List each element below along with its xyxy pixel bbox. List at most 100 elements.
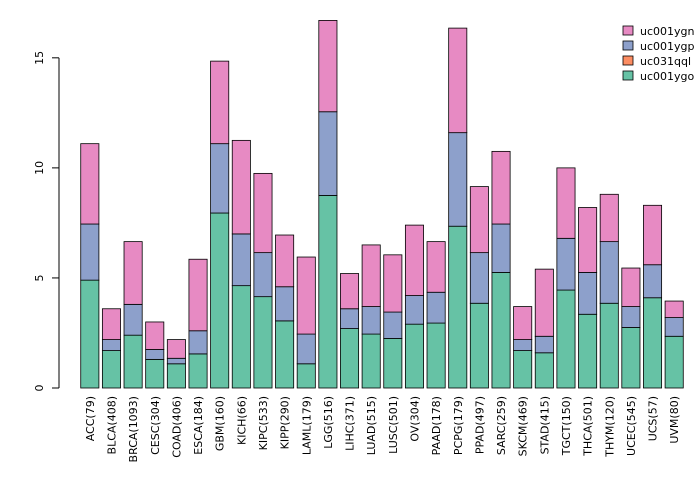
x-tick-label: BLCA(408) — [105, 396, 118, 454]
bar-segment-uc001ygo — [513, 350, 533, 389]
bar-segment-uc001ygo — [448, 225, 468, 389]
bar-segment-uc001ygp — [643, 264, 663, 299]
bar-segment-uc001ygp — [491, 223, 511, 273]
legend-label: uc001ygo — [640, 70, 695, 83]
x-tick-label: LIHC(371) — [344, 396, 357, 451]
x-tick-label: KICH(66) — [235, 396, 248, 445]
bar-segment-uc001ygp — [340, 308, 360, 329]
bar-segment-uc001ygo — [123, 334, 143, 389]
bar-segment-uc001ygn — [253, 172, 273, 254]
bar-segment-uc001ygp — [513, 339, 533, 351]
bar-segment-uc001ygn — [210, 60, 230, 145]
bar-segment-uc001ygn — [621, 267, 641, 307]
bar-segment-uc001ygn — [340, 273, 360, 310]
legend-label: uc031qql — [640, 55, 691, 68]
y-tick-label: 5 — [33, 274, 46, 281]
x-tick-label: ACC(79) — [84, 396, 97, 441]
bar-segment-uc001ygp — [318, 111, 338, 196]
bar-segment-uc001ygo — [643, 297, 663, 389]
bar-segment-uc001ygp — [145, 349, 165, 360]
bar-segment-uc001ygn — [426, 241, 446, 293]
bar-segment-uc001ygo — [469, 302, 489, 389]
x-tick-label: GBM(160) — [214, 396, 227, 451]
bar-segment-uc001ygn — [404, 224, 424, 296]
bar-segment-uc001ygo — [340, 328, 360, 389]
x-tick-label: STAD(415) — [538, 396, 551, 454]
legend-swatch-uc031qql — [622, 55, 634, 66]
bar-segment-uc001ygn — [599, 193, 619, 243]
y-tick-label: 15 — [33, 51, 46, 65]
x-tick-label: TGCT(150) — [560, 396, 573, 456]
bar-segment-uc001ygp — [556, 237, 576, 291]
bar-segment-uc001ygn — [296, 256, 316, 335]
x-tick-label: THYM(120) — [603, 396, 616, 458]
bar-segment-uc001ygo — [621, 327, 641, 389]
bar-segment-uc001ygp — [275, 286, 295, 322]
bar-segment-uc001ygp — [578, 272, 598, 315]
bar-segment-uc001ygo — [383, 338, 403, 389]
bar-segment-uc001ygp — [426, 291, 446, 324]
bar-segment-uc001ygo — [426, 322, 446, 389]
y-tick-label: 0 — [33, 385, 46, 392]
x-tick-label: THCA(501) — [582, 396, 595, 457]
bar-segment-uc001ygn — [318, 20, 338, 113]
bar-segment-uc001ygn — [123, 241, 143, 305]
bar-segment-uc001ygn — [643, 204, 663, 266]
legend-swatch-uc001ygo — [622, 70, 634, 81]
legend-label: uc001ygp — [640, 40, 695, 53]
bar-segment-uc001ygn — [80, 143, 100, 225]
x-tick-label: UCEC(545) — [625, 396, 638, 456]
bar-segment-uc001ygn — [556, 167, 576, 239]
x-tick-label: PAAD(178) — [430, 396, 443, 455]
bar-segment-uc001ygn — [578, 207, 598, 273]
bar-segment-uc001ygp — [253, 252, 273, 298]
bar-segment-uc001ygn — [166, 339, 186, 359]
y-axis: 0 5 10 15 — [33, 51, 60, 392]
x-tick-label: COAD(406) — [170, 396, 183, 458]
x-tick-labels: ACC(79) BLCA(408) BRCA(1093) CESC(304) COAD(… — [84, 396, 681, 462]
bar-segment-uc001ygp — [469, 252, 489, 304]
bar-segment-uc001ygp — [210, 143, 230, 214]
bar-segment-uc001ygo — [361, 333, 381, 389]
bar-segment-uc001ygn — [145, 321, 165, 350]
bar-segment-uc001ygo — [188, 353, 208, 389]
x-tick-label: BRCA(1093) — [127, 396, 140, 462]
bar-segment-uc001ygp — [166, 357, 186, 365]
bar-segment-uc001ygn — [448, 27, 468, 134]
bar-segment-uc001ygp — [534, 335, 554, 354]
x-tick-label: PPAD(497) — [473, 396, 486, 454]
bar-segment-uc001ygo — [556, 289, 576, 389]
bar-segment-uc001ygp — [188, 330, 208, 355]
x-tick-label: LUAD(515) — [365, 396, 378, 455]
bar-segment-uc001ygo — [210, 212, 230, 389]
bar-segment-uc001ygo — [296, 363, 316, 389]
x-tick-label: UCS(57) — [647, 396, 660, 441]
x-tick-label: LGG(516) — [322, 396, 335, 449]
x-tick-label: KIPC(533) — [257, 396, 270, 450]
bars — [80, 20, 684, 389]
x-tick-label: LAML(179) — [300, 396, 313, 455]
bar-segment-uc001ygp — [296, 333, 316, 365]
bar-segment-uc001ygo — [166, 363, 186, 389]
bar-segment-uc001ygn — [188, 258, 208, 332]
bar-segment-uc001ygn — [491, 150, 511, 225]
bar-segment-uc001ygp — [404, 295, 424, 325]
x-tick-label: PCPG(179) — [452, 396, 465, 455]
bar-segment-uc001ygo — [253, 296, 273, 389]
bar-segment-uc001ygo — [101, 350, 121, 389]
legend-swatch-uc001ygp — [622, 40, 634, 51]
bar-segment-uc001ygo — [664, 335, 684, 389]
bar-segment-uc001ygn — [231, 139, 251, 235]
x-tick-label: SKCM(469) — [517, 396, 530, 456]
bar-segment-uc001ygp — [123, 303, 143, 336]
x-tick-label: ESCA(184) — [192, 396, 205, 455]
bar-segment-uc001ygp — [80, 223, 100, 281]
bar-segment-uc001ygo — [80, 279, 100, 389]
bar-segment-uc001ygo — [318, 194, 338, 389]
bar-segment-uc001ygp — [664, 317, 684, 337]
bar-segment-uc001ygp — [101, 339, 121, 351]
bar-segment-uc001ygo — [534, 352, 554, 389]
bar-segment-uc001ygn — [383, 254, 403, 313]
bar-segment-uc001ygn — [275, 234, 295, 288]
